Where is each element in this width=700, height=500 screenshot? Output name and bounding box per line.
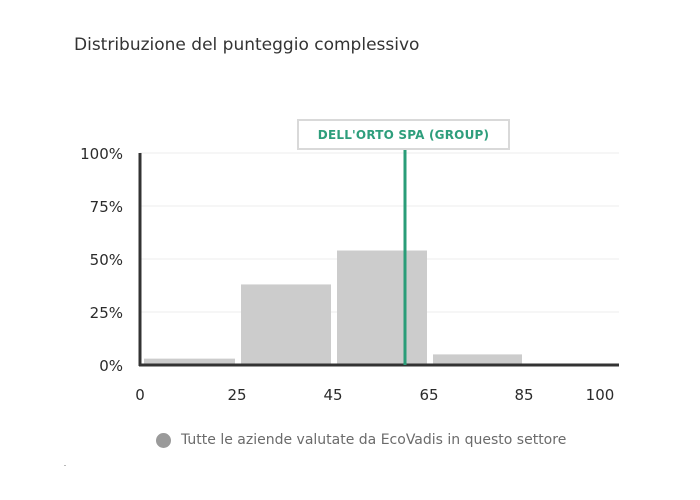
y-tick-label: 75% [90, 198, 123, 216]
y-tick-label: 0% [99, 357, 123, 375]
legend: Tutte le aziende valutate da EcoVadis in… [156, 432, 566, 448]
x-axis-ticks: 0 25 45 65 85 100 [135, 386, 614, 404]
x-tick-label: 85 [514, 386, 533, 404]
x-tick-label: 25 [227, 386, 246, 404]
bar-0-25 [144, 358, 235, 365]
y-tick-label: 100% [80, 145, 123, 163]
y-axis-ticks: 0% 25% 50% 75% 100% [80, 145, 123, 375]
legend-swatch-icon [156, 432, 171, 448]
stray-dot [64, 465, 66, 466]
bar-65-85 [433, 354, 522, 365]
y-tick-label: 50% [90, 251, 123, 269]
bar-25-45 [241, 284, 331, 365]
legend-label: Tutte le aziende valutate da EcoVadis in… [181, 432, 567, 448]
x-tick-label: 65 [419, 386, 438, 404]
x-tick-label: 45 [323, 386, 342, 404]
x-tick-label: 0 [135, 386, 145, 404]
chart-title: Distribuzione del punteggio complessivo [74, 35, 420, 55]
x-tick-label: 100 [586, 386, 615, 404]
bars [144, 250, 522, 365]
axes [138, 153, 619, 367]
bar-45-65 [337, 250, 427, 365]
y-tick-label: 25% [90, 304, 123, 322]
company-marker-label: DELL'ORTO SPA (GROUP) [297, 119, 510, 150]
